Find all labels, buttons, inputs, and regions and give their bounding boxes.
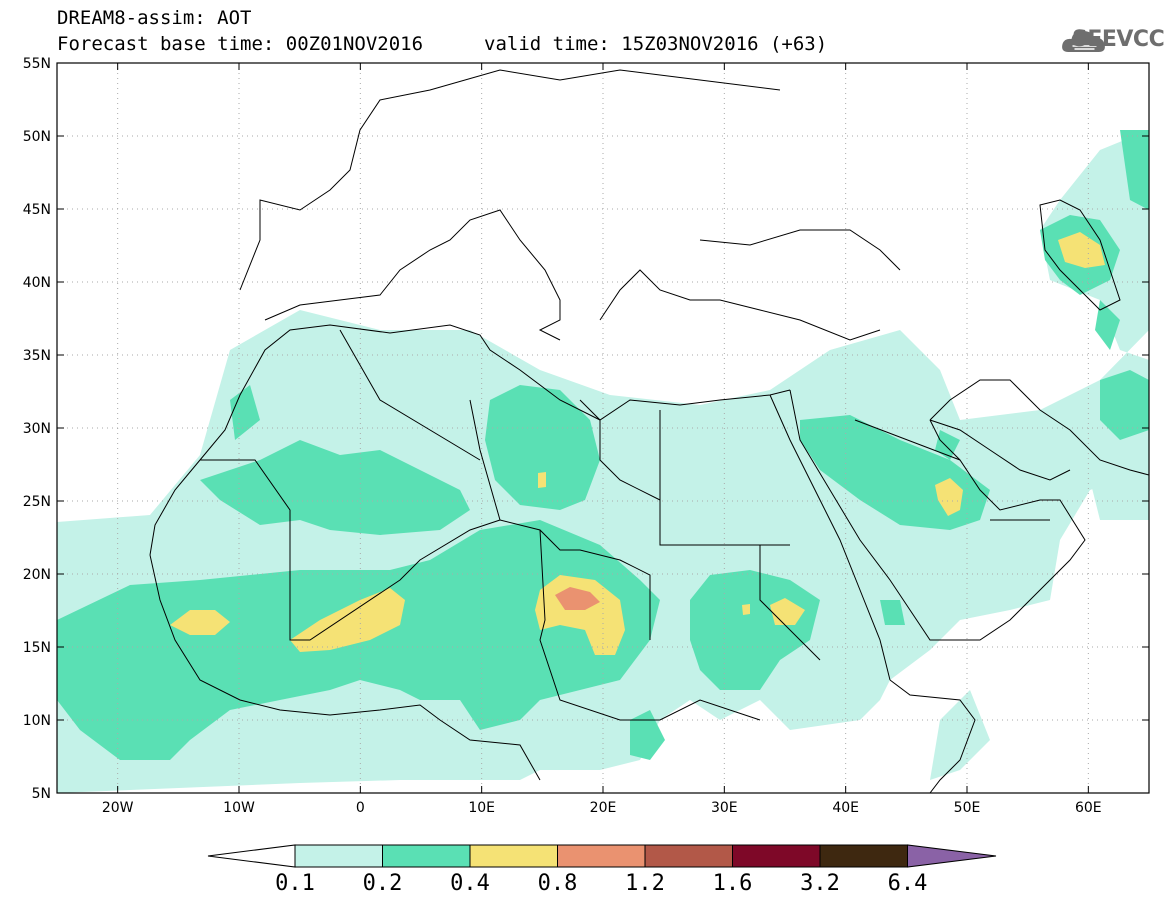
- lat-tick-label: 55N: [23, 56, 51, 72]
- colorbar-segment: [732, 844, 821, 868]
- colorbar-label: 3.2: [800, 871, 840, 896]
- forecast-base-time: Forecast base time: 00Z01NOV2016: [57, 33, 424, 55]
- colorbar: 0.1 0.2 0.4 0.8 1.2 1.6 3.2 6.4: [207, 844, 997, 896]
- colorbar-label: 0.2: [363, 871, 403, 896]
- cloud-logo-icon: [1062, 30, 1105, 52]
- colorbar-segment: [819, 844, 908, 868]
- lat-tick-label: 45N: [23, 202, 51, 218]
- lat-tick-label: 50N: [23, 129, 51, 145]
- colorbar-label: 6.4: [888, 871, 928, 896]
- lon-tick-label: 10E: [468, 800, 495, 816]
- colorbar-segment: [557, 844, 646, 868]
- lon-tick-label: 0: [356, 800, 365, 816]
- coastlines: [149, 69, 1149, 793]
- map-title: DREAM8-assim: AOT: [57, 7, 252, 29]
- lon-tick-label: 20W: [102, 800, 134, 816]
- colorbar-segment: [294, 844, 383, 868]
- lon-tick-label: 30E: [711, 800, 738, 816]
- graticule: [57, 63, 1149, 793]
- colorbar-under-arrow: [207, 844, 296, 868]
- lat-tick-label: 40N: [23, 275, 51, 291]
- lat-tick-label: 5N: [32, 786, 51, 802]
- colorbar-label: 1.2: [625, 871, 665, 896]
- valid-time: valid time: 15Z03NOV2016 (+63): [484, 33, 828, 55]
- lon-tick-label: 20E: [590, 800, 617, 816]
- colorbar-label: 0.1: [275, 871, 315, 896]
- lat-tick-label: 30N: [23, 421, 51, 437]
- lat-tick-label: 15N: [23, 640, 51, 656]
- colorbar-segment: [644, 844, 733, 868]
- lat-tick-label: 25N: [23, 494, 51, 510]
- lon-tick-label: 10W: [223, 800, 255, 816]
- lat-tick-label: 20N: [23, 567, 51, 583]
- colorbar-segment: [382, 844, 471, 868]
- colorbar-label: 0.4: [450, 871, 490, 896]
- lat-tick-label: 35N: [23, 348, 51, 364]
- colorbar-over-arrow: [907, 844, 997, 868]
- lon-tick-label: 40E: [832, 800, 859, 816]
- colorbar-segment: [469, 844, 558, 868]
- axis-ticks: 20W 10W 0 10E 20E 30E 40E 50E 60E 55N 50N 45N 40N 35N…: [23, 56, 1149, 816]
- lon-tick-label: 50E: [954, 800, 981, 816]
- lat-tick-label: 10N: [23, 713, 51, 729]
- colorbar-label: 0.8: [538, 871, 578, 896]
- logo-text: SEEVCCC: [1072, 27, 1165, 52]
- colorbar-label: 1.6: [713, 871, 753, 896]
- lon-tick-label: 60E: [1075, 800, 1102, 816]
